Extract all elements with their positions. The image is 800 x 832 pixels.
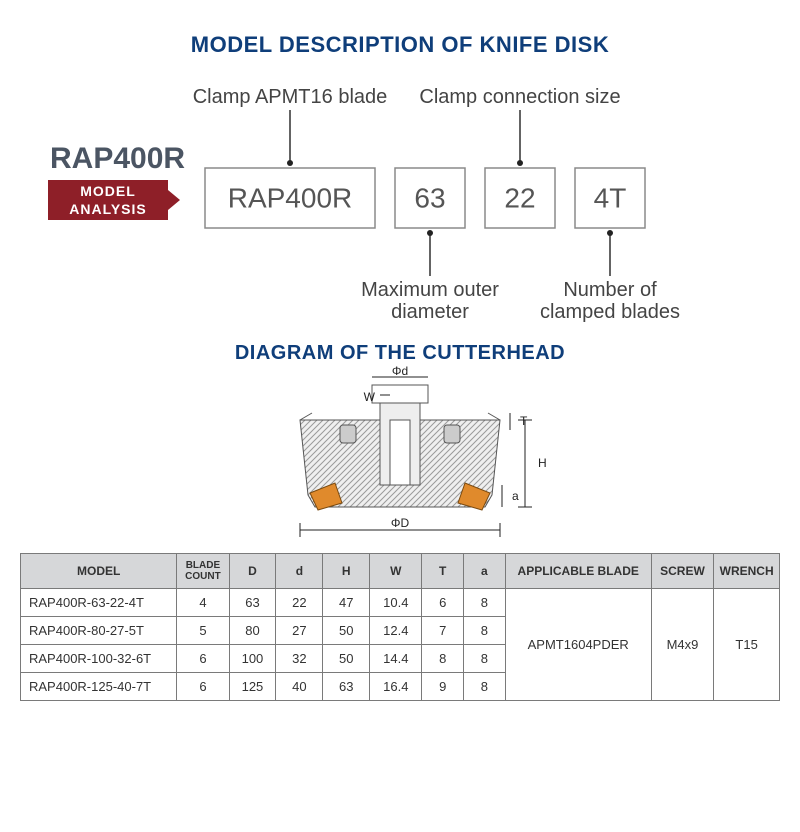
badge-arrow-icon (168, 190, 180, 210)
screw-right (444, 425, 460, 443)
table-cell: 4 (177, 589, 229, 617)
table-cell: 9 (422, 673, 464, 701)
breakdown-box-3-text: 22 (504, 182, 535, 213)
dim-T: T (520, 414, 528, 428)
table-merged-applicable_blade: APMT1604PDER (505, 589, 651, 701)
th-a: a (464, 554, 506, 589)
table-cell: 50 (323, 645, 370, 673)
table-cell: 16.4 (370, 673, 422, 701)
th-blade: APPLICABLE BLADE (505, 554, 651, 589)
callout-3: Clamp connection size (419, 86, 620, 108)
page-title: MODEL DESCRIPTION OF KNIFE DISK (0, 32, 800, 58)
table-cell: RAP400R-80-27-5T (21, 617, 177, 645)
table-row: RAP400R-63-22-4T463224710.468APMT1604PDE… (21, 589, 780, 617)
table-cell: 14.4 (370, 645, 422, 673)
table-cell: 8 (422, 645, 464, 673)
leader-4-dot (607, 230, 613, 236)
leader-1-dot (287, 160, 293, 166)
breakdown-box-2-text: 63 (414, 182, 445, 213)
cutterhead-diagram: Φd W ΦD H T a (240, 365, 560, 545)
table-cell: 8 (464, 617, 506, 645)
model-breakdown-diagram: RAP400R MODEL ANALYSIS RAP400R 63 22 4T … (20, 58, 780, 338)
th-screw: SCREW (651, 554, 714, 589)
table-cell: 63 (229, 589, 276, 617)
th-d: d (276, 554, 323, 589)
table-cell: 8 (464, 673, 506, 701)
table-cell: 6 (177, 645, 229, 673)
screw-left (340, 425, 356, 443)
table-cell: 22 (276, 589, 323, 617)
badge-line2: ANALYSIS (69, 201, 147, 217)
table-cell: 32 (276, 645, 323, 673)
table-cell: RAP400R-63-22-4T (21, 589, 177, 617)
th-bladecount: BLADECOUNT (177, 554, 229, 589)
table-header-row: MODEL BLADECOUNT D d H W T a APPLICABLE … (21, 554, 780, 589)
breakdown-box-4-text: 4T (594, 182, 627, 213)
table-cell: 6 (422, 589, 464, 617)
th-wrench: WRENCH (714, 554, 780, 589)
table-cell: 47 (323, 589, 370, 617)
table-cell: 27 (276, 617, 323, 645)
th-W: W (370, 554, 422, 589)
th-model: MODEL (21, 554, 177, 589)
table-cell: 8 (464, 645, 506, 673)
table-merged-wrench: T15 (714, 589, 780, 701)
diagram-title: DIAGRAM OF THE CUTTERHEAD (0, 342, 800, 365)
table-cell: 10.4 (370, 589, 422, 617)
table-cell: 6 (177, 673, 229, 701)
badge-line1: MODEL (80, 183, 136, 199)
table-cell: 100 (229, 645, 276, 673)
dim-w: W (364, 390, 376, 404)
table-merged-screw: M4x9 (651, 589, 714, 701)
table-cell: 5 (177, 617, 229, 645)
callout-4b: clamped blades (540, 301, 680, 323)
callout-1: Clamp APMT16 blade (193, 86, 388, 108)
leader-3-dot (517, 160, 523, 166)
breakdown-box-1-text: RAP400R (228, 182, 353, 213)
table-cell: 7 (422, 617, 464, 645)
leader-2-dot (427, 230, 433, 236)
counterbore (372, 385, 428, 403)
callout-2a: Maximum outer (361, 279, 499, 301)
dim-a: a (512, 489, 519, 503)
dim-d: Φd (392, 365, 408, 378)
table-cell: 50 (323, 617, 370, 645)
bore-inner (390, 420, 410, 485)
spec-table: MODEL BLADECOUNT D d H W T a APPLICABLE … (20, 553, 780, 701)
table-cell: 8 (464, 589, 506, 617)
table-cell: RAP400R-100-32-6T (21, 645, 177, 673)
callout-2b: diameter (391, 301, 469, 323)
dim-H: H (538, 456, 547, 470)
th-T: T (422, 554, 464, 589)
table-cell: 12.4 (370, 617, 422, 645)
table-cell: 40 (276, 673, 323, 701)
table-cell: 80 (229, 617, 276, 645)
th-H: H (323, 554, 370, 589)
table-cell: RAP400R-125-40-7T (21, 673, 177, 701)
dim-D: ΦD (391, 516, 410, 530)
table-cell: 63 (323, 673, 370, 701)
model-name-text: RAP400R (50, 142, 185, 175)
callout-4a: Number of (563, 279, 657, 301)
th-D: D (229, 554, 276, 589)
table-cell: 125 (229, 673, 276, 701)
